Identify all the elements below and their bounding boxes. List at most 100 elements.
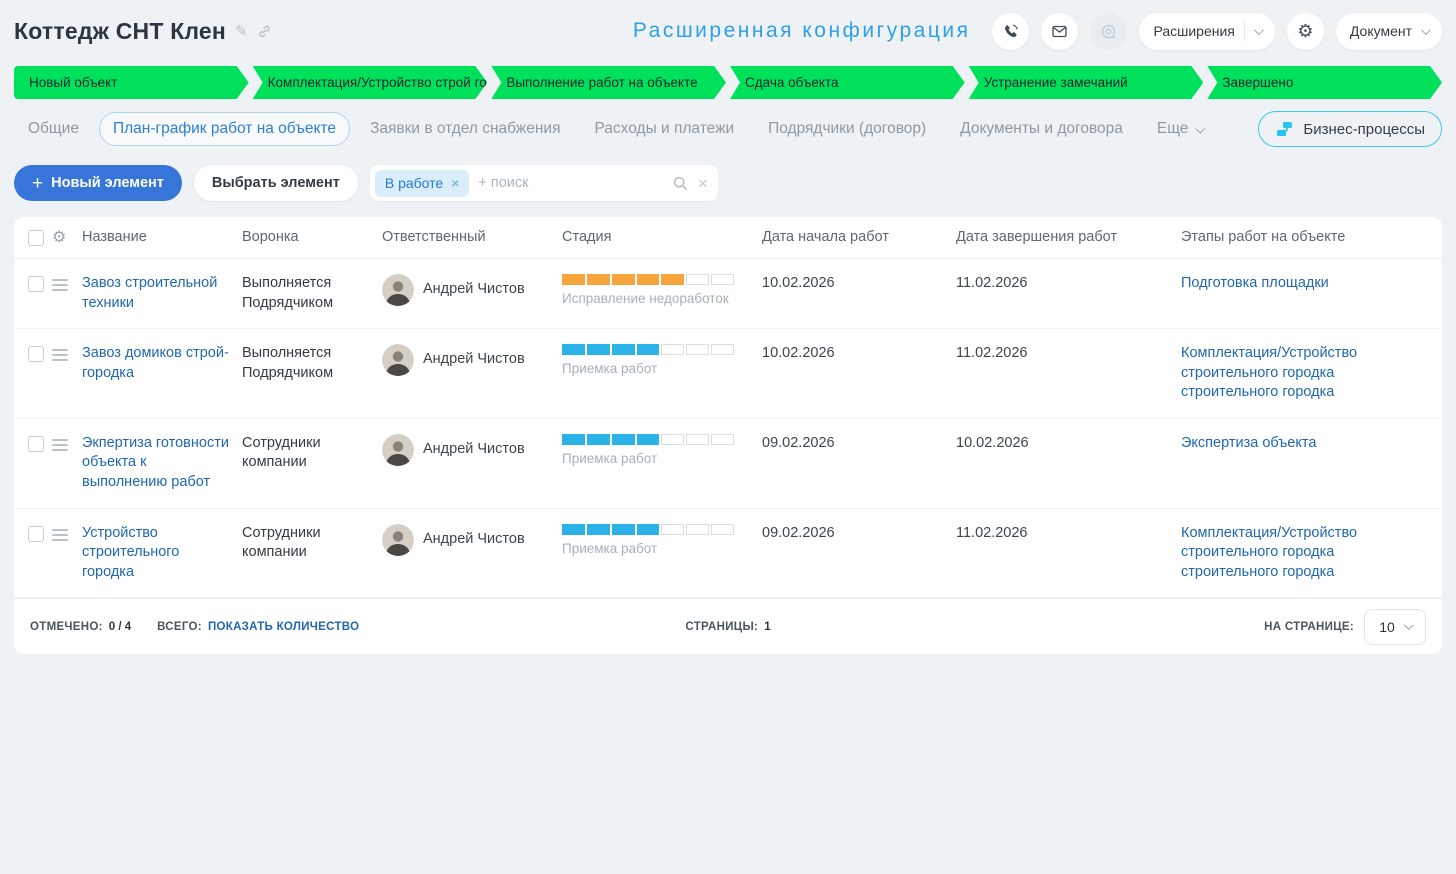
name-cell: Экпертиза готовности объекта к выполнени… [82,434,242,493]
column-header-6[interactable]: Дата завершения работ [956,228,1118,245]
drag-handle-icon[interactable] [52,436,68,451]
progress-segment [661,433,685,445]
select-item-button[interactable]: Выбрать элемент [193,165,358,201]
per-page-select[interactable]: 10 [1364,608,1426,645]
stage-name-label: Приемка работ [562,540,658,556]
tab-3[interactable]: Заявки в отдел снабжения [356,112,575,146]
tab-label: Расходы и платежи [594,120,735,137]
table-row: Экпертиза готовности объекта к выполнени… [14,419,1442,509]
progress-segment [636,523,660,535]
avatar [382,433,414,466]
work-stages-cell: Экспертиза объекта [1181,434,1428,454]
item-name-link[interactable]: Завоз домиков строй-городка [82,345,229,381]
column-header-2[interactable]: Воронка [242,228,299,245]
stage-item-3[interactable]: Выполнение работ на объекте [491,66,726,99]
page: Коттедж СНТ Клен ✎ Расширенная конфигура… [14,12,1456,655]
work-stage-link[interactable]: Экспертиза объекта [1181,434,1317,451]
chevron-down-icon [1195,123,1206,134]
column-header-5[interactable]: Дата начала работ [762,228,889,245]
row-checkbox-cell [28,525,52,542]
work-stage-link[interactable]: Комплектация/Устройство строительного го… [1181,524,1358,580]
filter-chip[interactable]: В работе × [374,169,470,197]
stage-progress-bar[interactable] [562,523,735,535]
tab-label: Общие [28,120,79,137]
avatar [382,274,414,306]
stage-cell: Исправление недоработок [562,274,762,308]
funnel-cell: Сотрудники компании [242,434,321,471]
filter-chip-label: В работе [384,175,444,191]
row-drag-cell [52,436,82,451]
stage-item-1[interactable]: Новый объект [14,66,249,99]
row-checkbox[interactable] [28,525,44,542]
toolbar: + Новый элемент Выбрать элемент В работе… [14,165,1442,201]
item-name-link[interactable]: Экпертиза готовности объекта к выполнени… [82,434,229,490]
extensions-label: Расширения [1153,23,1235,39]
tab-7[interactable]: Еще [1143,112,1218,146]
search-placeholder: + поиск [478,175,529,191]
tab-2[interactable]: План-график работ на объекте [98,112,350,146]
drag-handle-icon[interactable] [52,276,68,291]
row-drag-cell [52,276,82,291]
row-checkbox-cell [28,276,52,292]
column-header-1[interactable]: Название [82,228,147,245]
stage-progress-bar[interactable] [562,344,735,356]
new-item-button[interactable]: + Новый элемент [14,165,182,201]
tab-label: Еще [1156,120,1189,137]
date-start-cell: 10.02.2026 [762,275,835,291]
responsible-wrap: Андрей Чистов [382,344,552,377]
progress-segment [611,344,635,356]
avatar-image [382,274,414,306]
column-header-3[interactable]: Ответственный [382,228,486,245]
chat-button[interactable] [1090,12,1128,50]
tab-5[interactable]: Подрядчики (договор) [754,112,940,146]
row-checkbox[interactable] [28,276,44,292]
stage-name-label: Приемка работ [562,361,658,377]
stage-item-6[interactable]: Завершено [1207,66,1442,99]
column-header-7[interactable]: Этапы работ на объекте [1181,228,1346,245]
row-checkbox[interactable] [28,435,44,452]
column-header-4[interactable]: Стадия [562,228,612,245]
responsible-name: Андрей Чистов [423,530,525,547]
document-dropdown[interactable]: Документ [1335,12,1442,50]
work-stage-link[interactable]: Комплектация/Устройство строительного го… [1181,345,1358,401]
tab-4[interactable]: Расходы и платежи [580,112,748,146]
progress-segment [711,523,735,535]
phone-button[interactable] [992,12,1030,50]
mail-button[interactable] [1041,12,1079,50]
chevron-down-icon [1420,24,1431,35]
select-all-checkbox[interactable] [28,229,44,246]
show-count-link[interactable]: ПОКАЗАТЬ КОЛИЧЕСТВО [207,620,360,633]
filter-search-input[interactable]: В работе × + поиск × [369,165,718,201]
stage-progress-bar[interactable] [562,433,735,445]
clear-search-icon[interactable]: × [697,173,708,193]
date-start-cell: 10.02.2026 [762,345,835,362]
item-name-link[interactable]: Завоз строительной техники [82,275,218,311]
extensions-dropdown[interactable]: Расширения [1139,12,1275,50]
progress-segment [686,274,710,285]
item-name-link[interactable]: Устройство строительного городка [82,524,180,580]
stage-item-5[interactable]: Устранение замечаний [969,66,1204,99]
chip-remove-icon[interactable]: × [451,175,460,191]
business-process-button[interactable]: Бизнес-процессы [1258,111,1442,147]
drag-handle-icon[interactable] [52,526,68,541]
funnel-cell: Выполняется Подрядчиком [242,345,334,381]
grid-settings-gear-icon[interactable]: ⚙ [52,228,67,246]
stage-name-label: Приемка работ [562,450,658,466]
tab-6[interactable]: Документы и договора [946,112,1137,146]
stage-item-4[interactable]: Сдача объекта [730,66,965,99]
divider [1243,21,1245,41]
settings-button[interactable]: ⚙ [1286,12,1324,50]
row-checkbox[interactable] [28,346,44,363]
progress-segment [711,274,735,285]
tab-1[interactable]: Общие [14,112,93,146]
total-label: ВСЕГО: [157,620,202,633]
stage-progress-bar[interactable] [562,274,735,285]
stage-item-2[interactable]: Комплектация/Устройство строй го... [253,66,488,99]
search-icon[interactable] [672,175,689,192]
copy-link-icon[interactable] [257,24,272,39]
progress-segment [611,274,635,285]
drag-handle-icon[interactable] [52,346,68,362]
work-stage-link[interactable]: Подготовка площадки [1181,275,1329,291]
edit-title-icon[interactable]: ✎ [235,23,248,40]
tab-label: Подрядчики (договор) [768,120,927,137]
